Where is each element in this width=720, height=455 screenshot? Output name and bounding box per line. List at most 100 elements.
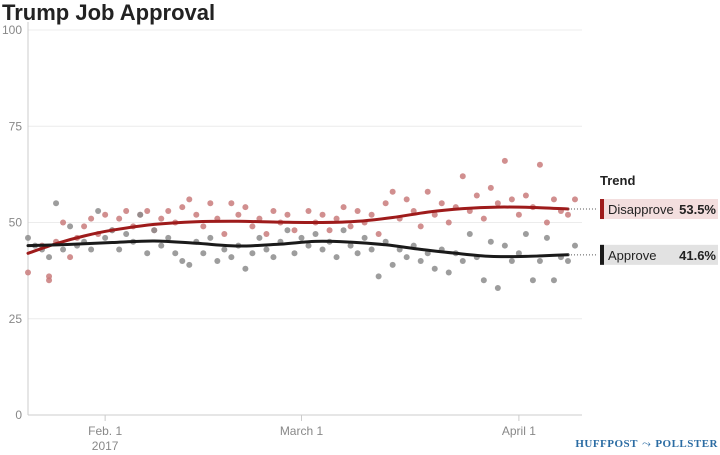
- poll-points: [25, 157, 578, 291]
- poll-point-disapprove: [368, 211, 375, 218]
- poll-point-approve: [116, 246, 123, 253]
- poll-point-disapprove: [501, 157, 508, 164]
- poll-point-disapprove: [88, 215, 95, 222]
- x-tick-label: Feb. 1: [88, 424, 122, 438]
- poll-point-approve: [522, 231, 529, 238]
- poll-point-disapprove: [60, 219, 67, 226]
- trend-lines: [26, 205, 570, 259]
- poll-point-approve: [508, 258, 515, 264]
- poll-point-approve: [179, 258, 186, 264]
- poll-point-approve: [60, 246, 67, 253]
- poll-point-approve: [333, 254, 340, 261]
- poll-point-approve: [431, 265, 438, 272]
- poll-point-disapprove: [305, 207, 312, 214]
- poll-point-disapprove: [410, 207, 417, 214]
- poll-point-disapprove: [347, 223, 354, 230]
- trend-line-approve: [26, 239, 570, 259]
- poll-point-approve: [102, 234, 109, 241]
- poll-point-disapprove: [144, 207, 151, 214]
- x-tick-label: April 1: [502, 424, 536, 438]
- poll-point-disapprove: [270, 207, 277, 214]
- poll-point-disapprove: [522, 192, 529, 199]
- x-tick-label: March 1: [280, 424, 324, 438]
- poll-point-disapprove: [564, 211, 571, 218]
- poll-point-disapprove: [116, 215, 123, 222]
- poll-point-approve: [417, 258, 424, 264]
- poll-point-approve: [137, 211, 144, 218]
- poll-point-approve: [249, 250, 256, 257]
- poll-point-disapprove: [494, 200, 501, 207]
- poll-point-disapprove: [179, 204, 186, 211]
- poll-point-approve: [165, 234, 172, 241]
- poll-point-disapprove: [193, 211, 200, 218]
- x-tick-sublabel: 2017: [92, 439, 119, 453]
- poll-point-disapprove: [284, 211, 291, 218]
- legend-box-disapprove: [600, 199, 718, 220]
- brand-huffpost: HUFFPOST: [575, 438, 638, 450]
- poll-point-approve: [501, 242, 508, 249]
- poll-point-disapprove: [354, 207, 361, 214]
- poll-point-disapprove: [431, 211, 438, 218]
- poll-point-disapprove: [319, 211, 326, 218]
- poll-point-approve: [95, 207, 102, 214]
- poll-point-approve: [144, 250, 151, 257]
- poll-point-disapprove: [102, 211, 109, 218]
- y-tick-label: 50: [9, 216, 23, 230]
- poll-point-approve: [291, 250, 298, 257]
- brand-pollster: POLLSTER: [655, 438, 718, 450]
- poll-point-approve: [305, 242, 312, 249]
- poll-point-approve: [550, 277, 557, 284]
- poll-point-disapprove: [459, 173, 466, 180]
- poll-point-disapprove: [550, 196, 557, 203]
- legend-swatch-approve: [600, 244, 604, 265]
- poll-point-approve: [214, 258, 221, 264]
- poll-point-disapprove: [228, 200, 235, 207]
- legend-value-approve: 41.6%: [679, 248, 716, 263]
- poll-point-approve: [53, 200, 60, 207]
- poll-point-disapprove: [571, 196, 578, 203]
- poll-point-disapprove: [67, 254, 74, 261]
- poll-point-approve: [459, 258, 466, 264]
- poll-point-disapprove: [25, 269, 31, 276]
- poll-point-approve: [564, 258, 571, 264]
- poll-point-approve: [368, 246, 375, 253]
- poll-point-approve: [487, 238, 494, 245]
- legend-value-disapprove: 53.5%: [679, 202, 716, 217]
- poll-point-disapprove: [186, 196, 193, 203]
- poll-point-disapprove: [487, 184, 494, 191]
- trend-line-disapprove: [26, 205, 570, 255]
- poll-point-disapprove: [480, 215, 487, 222]
- poll-point-disapprove: [221, 231, 228, 238]
- poll-point-approve: [158, 242, 165, 249]
- poll-point-approve: [536, 258, 543, 264]
- poll-point-approve: [389, 261, 396, 268]
- poll-point-disapprove: [445, 219, 452, 226]
- poll-point-approve: [298, 234, 305, 241]
- poll-point-disapprove: [382, 200, 389, 207]
- poll-point-disapprove: [207, 200, 214, 207]
- poll-point-disapprove: [403, 196, 410, 203]
- poll-point-disapprove: [249, 223, 256, 230]
- poll-point-approve: [151, 227, 158, 234]
- poll-point-approve: [228, 254, 235, 261]
- poll-point-disapprove: [242, 204, 249, 211]
- huffpost-pollster-logo[interactable]: HUFFPOST ⤳ POLLSTER: [575, 438, 718, 451]
- poll-point-disapprove: [389, 188, 396, 195]
- poll-point-approve: [403, 254, 410, 261]
- legend: Trend Disapprove 53.5% Approve 41.6%: [567, 173, 718, 265]
- poll-point-approve: [480, 277, 487, 284]
- poll-point-disapprove: [515, 211, 522, 218]
- poll-point-approve: [466, 231, 473, 238]
- poll-point-approve: [25, 234, 31, 241]
- poll-point-disapprove: [375, 231, 382, 238]
- poll-point-approve: [347, 242, 354, 249]
- poll-point-approve: [221, 246, 228, 253]
- poll-point-disapprove: [263, 231, 270, 238]
- brand-arrow-icon: ⤳: [642, 438, 652, 450]
- poll-point-disapprove: [536, 161, 543, 168]
- poll-point-disapprove: [473, 192, 480, 199]
- poll-point-disapprove: [200, 223, 207, 230]
- legend-label-approve: Approve: [608, 248, 656, 263]
